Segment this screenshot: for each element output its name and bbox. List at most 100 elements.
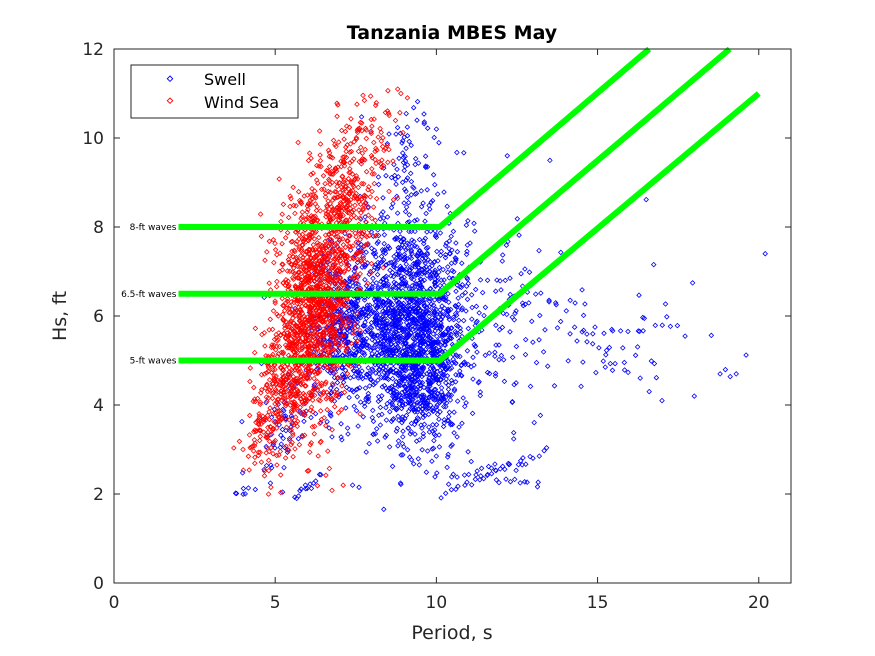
data-point [513,343,520,350]
data-point [431,367,438,374]
data-point [463,251,470,258]
data-point [298,200,305,207]
data-point [427,273,434,279]
data-point [637,375,643,381]
data-point [446,275,453,281]
data-point [421,384,427,391]
data-point [402,308,408,314]
data-point [430,347,437,353]
data-point [273,283,280,290]
data-point [330,206,336,212]
data-point [357,345,364,351]
data-point [454,149,460,156]
data-point [337,312,343,319]
data-point [351,325,358,331]
data-point [286,305,292,312]
data-point [295,367,301,374]
data-point [352,304,359,310]
data-point [296,318,303,324]
data-point [246,467,252,473]
data-point [276,176,282,182]
data-point [621,367,628,373]
data-point [295,388,302,395]
data-point [507,291,513,298]
data-point [430,445,437,452]
data-point [507,329,513,335]
data-point [287,303,293,309]
data-point [276,452,282,458]
data-point [727,373,733,380]
data-point [431,386,438,393]
data-point [443,400,450,406]
data-point [359,310,366,316]
data-point [500,357,507,363]
data-point [388,273,394,279]
data-point [390,200,396,207]
data-point [409,320,416,326]
data-point [394,266,400,272]
data-point [291,401,298,408]
data-point [369,336,375,343]
data-point [304,485,311,492]
data-point [317,408,324,414]
data-point [426,333,432,340]
data-point [423,245,430,251]
data-point [426,335,433,341]
data-point [440,363,446,369]
data-point [255,449,262,456]
data-point [383,351,390,357]
data-point [434,470,440,476]
data-point [406,228,412,235]
data-point [445,359,452,366]
data-point [507,478,514,485]
legend-box [130,64,299,119]
data-point [343,384,350,391]
data-point [458,362,464,369]
data-point [411,238,417,245]
data-point [283,443,289,450]
data-point [414,376,421,383]
data-point [375,134,381,140]
data-point [342,217,349,224]
data-point [415,332,421,338]
data-point [314,312,320,319]
data-point [317,157,324,164]
data-point [296,313,303,319]
data-point [341,312,347,319]
data-point [308,171,314,178]
data-point [257,399,264,405]
data-point [412,228,418,235]
data-point [399,440,406,447]
data-point [444,269,451,276]
data-point [319,319,326,325]
data-point [384,214,391,220]
data-point [344,209,351,216]
data-point [380,215,387,221]
data-point [288,424,294,430]
data-point [402,361,409,368]
data-point [375,325,381,331]
data-point [297,264,303,270]
data-point [258,371,265,378]
data-point [286,338,293,345]
data-point [393,181,399,187]
data-point [286,427,293,434]
data-point [381,147,387,154]
data-point [437,322,443,329]
data-point [355,184,362,191]
data-point [394,124,401,131]
data-point [372,148,378,155]
data-point [301,373,307,379]
data-point [369,345,376,351]
data-point [329,380,336,387]
data-point [297,410,304,417]
data-point [461,359,468,365]
data-point [404,132,411,139]
data-point [317,250,323,257]
data-point [422,235,429,242]
data-point [343,348,349,355]
data-point [417,299,424,306]
data-point [399,280,405,287]
data-point [381,316,387,322]
data-point [410,104,417,111]
